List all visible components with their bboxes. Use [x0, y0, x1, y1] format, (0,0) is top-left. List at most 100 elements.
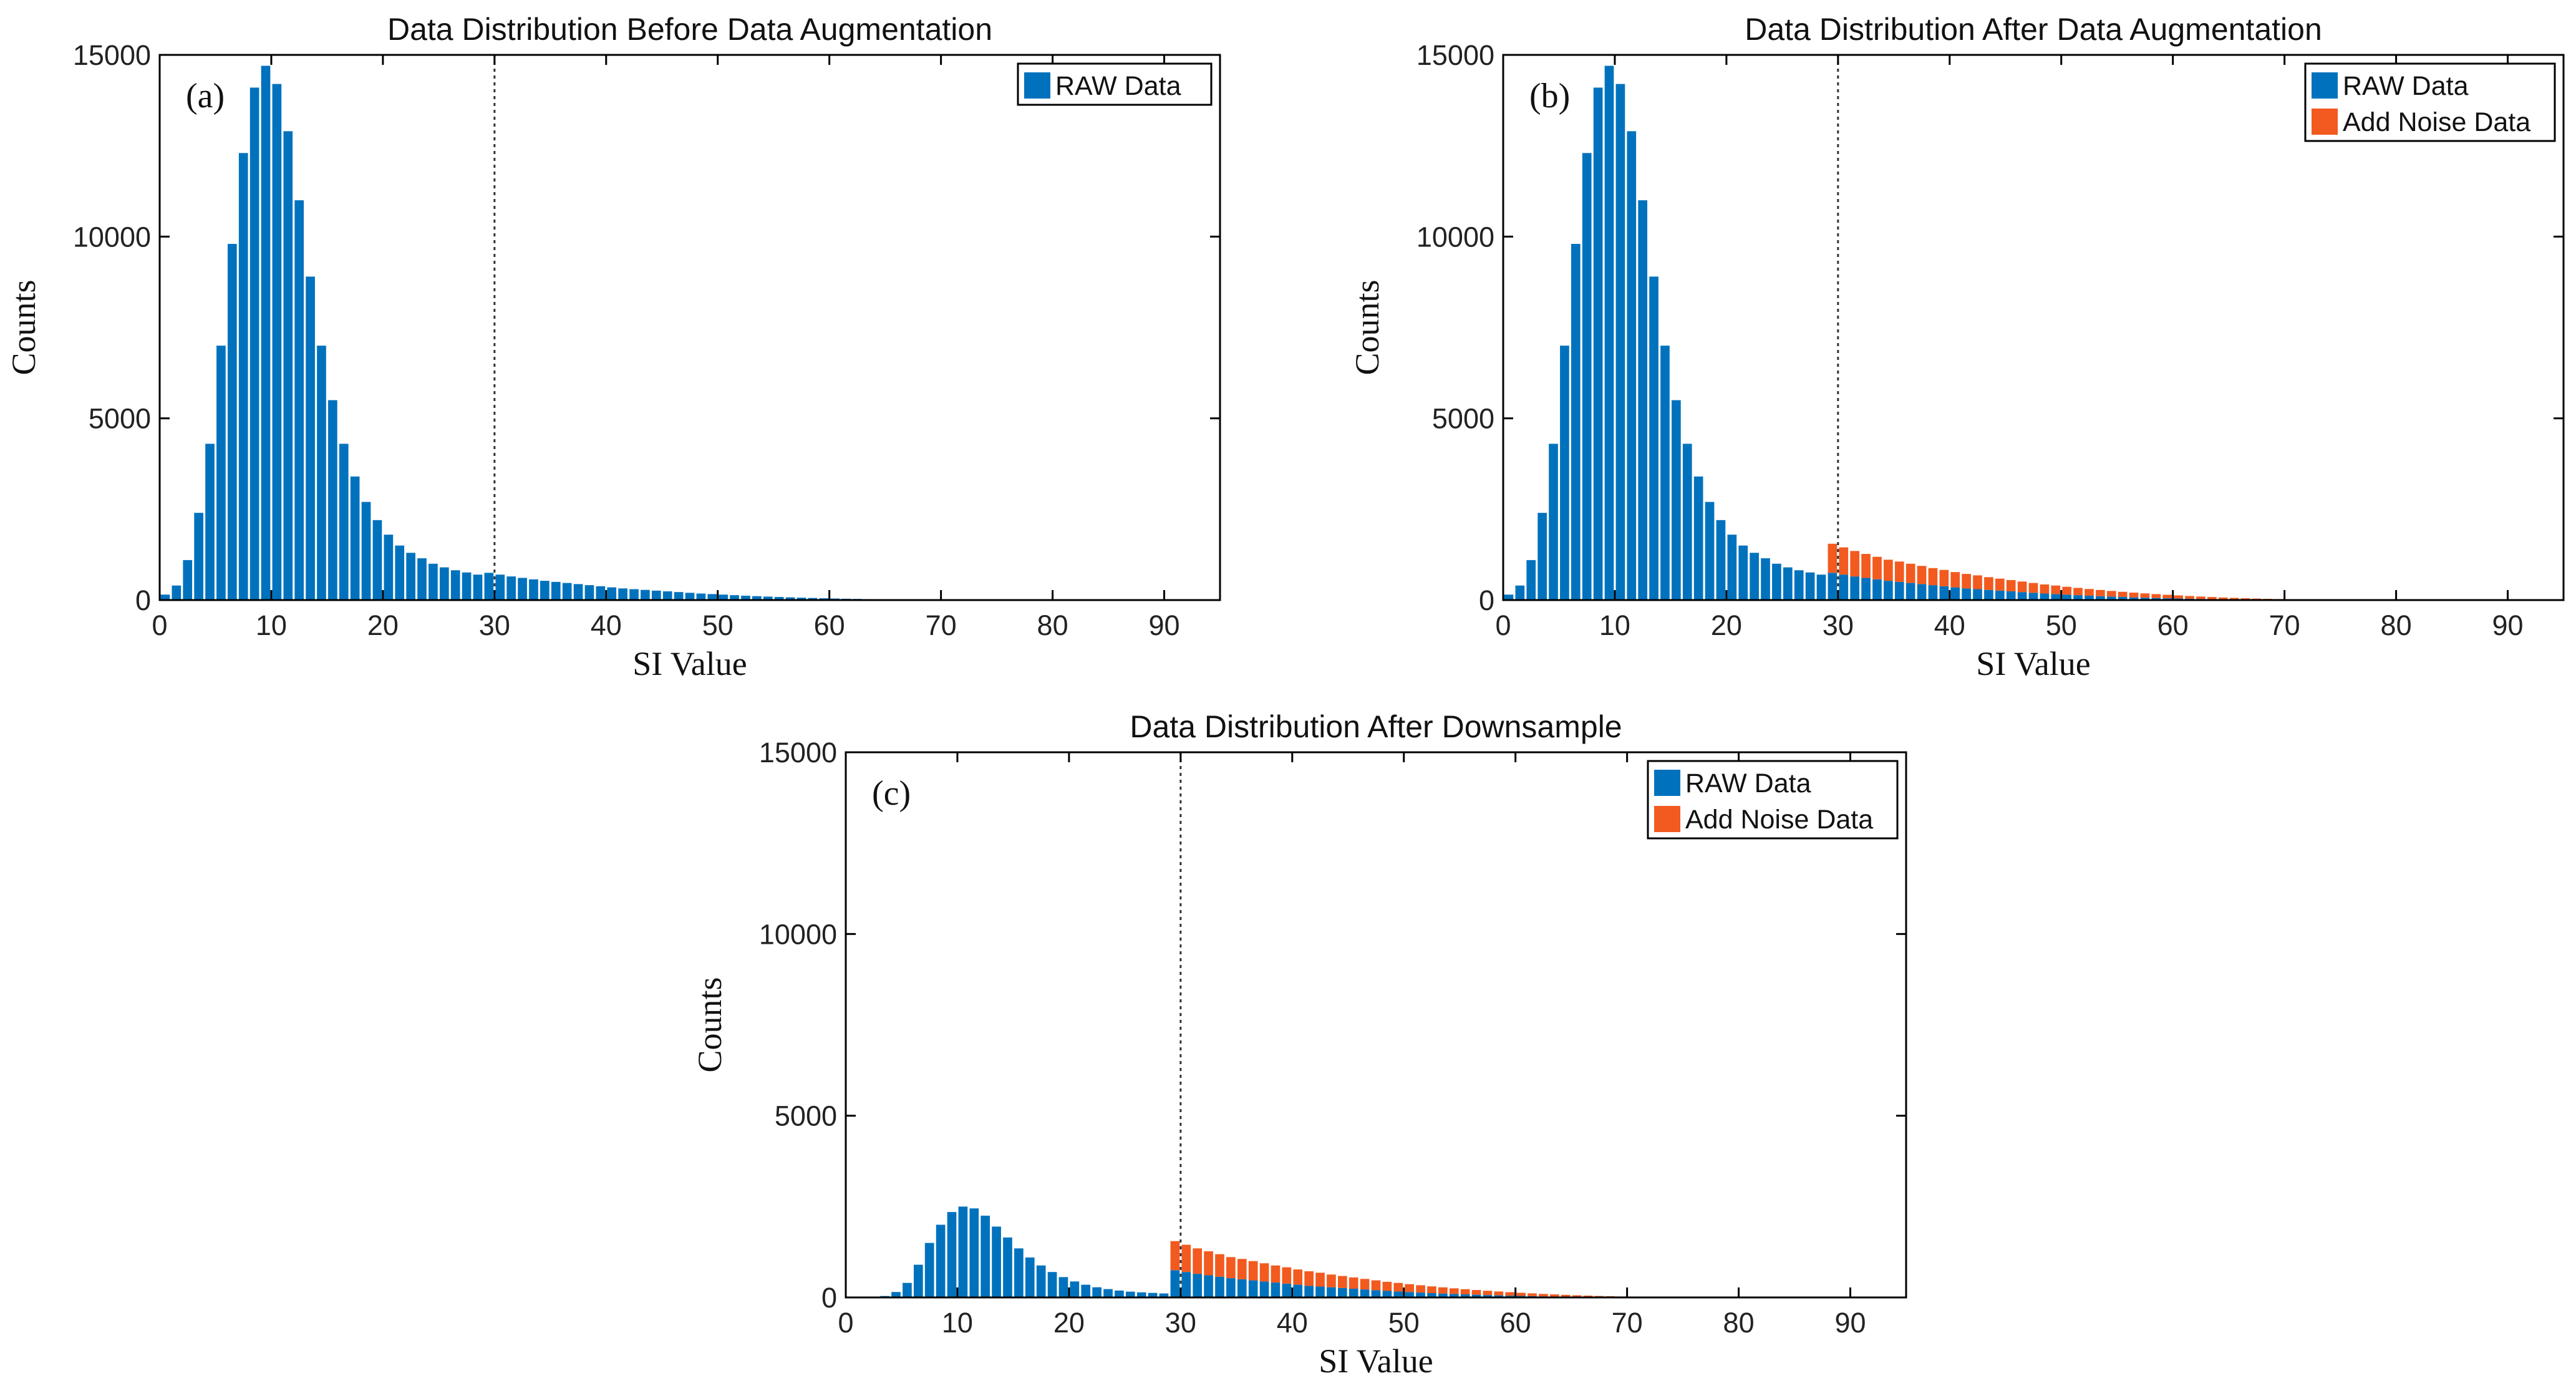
x-tick-label: 30 [1823, 609, 1854, 641]
bar [2051, 594, 2061, 600]
legend: RAW Data [1017, 62, 1213, 106]
series-raw-data [1504, 65, 2284, 601]
bar [1872, 579, 1882, 600]
bar [395, 545, 405, 600]
bar [1159, 1293, 1169, 1297]
bar [1259, 1263, 1269, 1282]
bar [1528, 1293, 1537, 1296]
bar [1315, 1286, 1325, 1297]
x-tick-label: 90 [1148, 609, 1179, 641]
bar [1494, 1295, 1504, 1297]
bar [1894, 581, 1904, 600]
bar [1772, 563, 1781, 600]
bar [317, 346, 326, 600]
bar [1705, 502, 1715, 600]
bar [1282, 1267, 1292, 1284]
bar [808, 598, 818, 600]
y-axis-label: Counts [691, 977, 729, 1072]
x-axis-label: SI Value [632, 645, 747, 682]
bar [417, 558, 427, 600]
bar [1282, 1283, 1292, 1297]
y-tick-label: 10000 [759, 918, 837, 950]
bar [1917, 566, 1927, 584]
bar [719, 594, 729, 600]
bar [283, 131, 293, 601]
bar [1560, 346, 1569, 600]
bar [1962, 588, 1971, 600]
bar [484, 573, 494, 600]
bar [1371, 1280, 1381, 1291]
bar [1839, 574, 1849, 600]
bar [1861, 578, 1871, 600]
bar [1962, 574, 1971, 589]
bar [306, 276, 315, 600]
bar [249, 87, 259, 600]
y-tick-label: 5000 [89, 403, 151, 435]
bar [936, 1224, 946, 1297]
bar [429, 563, 438, 600]
bar [1259, 1281, 1269, 1297]
bar [1014, 1248, 1024, 1297]
legend-label: RAW Data [1055, 71, 1181, 101]
bar [1337, 1287, 1347, 1297]
legend-label: RAW Data [2343, 71, 2469, 101]
bar [272, 84, 282, 601]
bar [1416, 1285, 1425, 1293]
bar [1828, 543, 1838, 573]
legend-label: Add Noise Data [1685, 805, 1873, 835]
y-axis-label: Counts [5, 279, 42, 375]
bar [1483, 1291, 1493, 1296]
bar [1405, 1284, 1415, 1292]
bar [1449, 1294, 1459, 1297]
bar [685, 593, 695, 600]
bar [2106, 591, 2116, 597]
x-tick-label: 20 [367, 609, 399, 641]
bar [1638, 200, 1648, 600]
bar [1248, 1261, 1258, 1281]
legend-label: RAW Data [1685, 768, 1811, 798]
bar [1193, 1248, 1203, 1274]
x-tick-label: 20 [1711, 609, 1742, 641]
x-tick-label: 80 [1037, 609, 1068, 641]
bar [1716, 520, 1726, 600]
bar [618, 588, 627, 600]
bar [607, 587, 617, 600]
bar [2073, 588, 2083, 596]
x-axis-label: SI Value [1976, 645, 2091, 682]
bar [1047, 1272, 1057, 1297]
bar [1995, 590, 2005, 600]
bar [350, 476, 360, 600]
bar [562, 583, 572, 600]
bar [662, 591, 672, 600]
bar [2196, 596, 2206, 599]
bar [707, 594, 717, 600]
bar [2106, 596, 2116, 600]
bar [294, 200, 304, 600]
bar [1405, 1292, 1415, 1297]
bar [1516, 1292, 1526, 1296]
bar [227, 243, 237, 600]
x-tick-label: 10 [942, 1307, 973, 1339]
axes-box [1502, 54, 2565, 601]
bar [529, 579, 538, 600]
x-tick-label: 50 [1388, 1307, 1420, 1339]
x-tick-label: 40 [591, 609, 622, 641]
x-tick-label: 10 [256, 609, 287, 641]
chart-title: Data Distribution After Downsample [1130, 709, 1622, 744]
y-tick-label: 10000 [73, 221, 151, 253]
bar [1081, 1284, 1091, 1297]
bar [216, 346, 226, 600]
bar [1271, 1265, 1281, 1283]
bar [992, 1226, 1001, 1297]
bar [261, 65, 271, 601]
bar [2085, 589, 2094, 596]
bar [1416, 1292, 1425, 1297]
bar [2006, 591, 2016, 600]
bar [1761, 558, 1770, 600]
y-tick-label: 15000 [759, 737, 837, 768]
x-tick-label: 80 [1723, 1307, 1755, 1339]
bar [1427, 1286, 1436, 1294]
bar [1693, 476, 1703, 600]
bar [2185, 596, 2194, 599]
series-raw-data [869, 1206, 1627, 1297]
